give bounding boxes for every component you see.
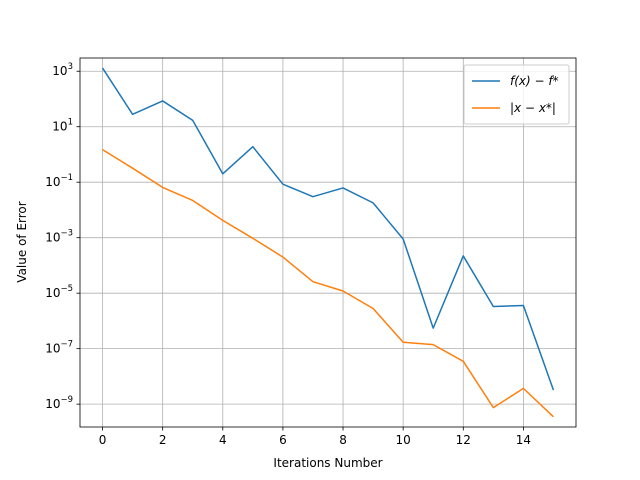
y-tick-base: 10 — [45, 175, 60, 189]
y-tick-base: 10 — [45, 342, 60, 356]
x-tick-label: 2 — [159, 433, 167, 447]
y-tick-exponent: 1 — [68, 118, 73, 128]
x-axis-ticks: 0 2 4 6 8 10 12 14 — [99, 427, 531, 447]
y-tick-base: 10 — [52, 120, 67, 134]
series-1-point — [312, 196, 314, 198]
series-1-point — [553, 389, 555, 391]
series-2-point — [523, 388, 525, 390]
series-1-point — [493, 306, 495, 308]
plot-frame — [79, 57, 577, 428]
y-tick-label: 10−7 — [45, 340, 73, 356]
x-tick-label: 14 — [516, 433, 531, 447]
series-2-point — [132, 167, 134, 169]
series-2-point — [102, 149, 104, 151]
series-line-2 — [102, 148, 554, 418]
y-tick-base: 10 — [52, 64, 67, 78]
y-tick-base: 10 — [45, 286, 60, 300]
series-2-point — [162, 187, 164, 189]
x-tick-label: 6 — [279, 433, 287, 447]
y-tick-label: 10−5 — [45, 284, 73, 300]
legend-label-1: f(x) − f* — [510, 74, 559, 88]
x-tick-label: 0 — [99, 433, 107, 447]
series-1-point — [342, 187, 344, 189]
y-tick-exponent: 3 — [68, 62, 73, 72]
series-1-point — [432, 327, 434, 329]
series-1-point — [132, 114, 134, 116]
y-tick-label: 10−1 — [45, 173, 73, 189]
series-1-point — [162, 100, 164, 102]
series-1-point — [102, 67, 104, 69]
series-2-point — [252, 238, 254, 240]
y-tick-exponent: −1 — [60, 173, 73, 183]
y-tick-exponent: −5 — [60, 284, 73, 294]
series-line-1 — [101, 67, 555, 391]
series-2-point — [372, 308, 374, 310]
x-tick-label: 12 — [456, 433, 471, 447]
y-tick-exponent: −9 — [60, 395, 73, 405]
series-2-point — [553, 416, 555, 418]
series-1-point — [462, 255, 464, 257]
series-2-point — [432, 344, 434, 346]
y-tick-base: 10 — [45, 397, 60, 411]
legend: f(x) − f* |x − x*| — [463, 64, 570, 125]
y-tick-label: 101 — [52, 118, 73, 134]
y-tick-label: 10−9 — [45, 395, 73, 411]
series-1-point — [222, 173, 224, 175]
series-1-point — [192, 120, 194, 122]
y-tick-exponent: −7 — [60, 340, 73, 350]
x-axis-label: Iterations Number — [273, 456, 382, 470]
x-tick-label: 4 — [219, 433, 227, 447]
series-2-point — [312, 281, 314, 283]
series-1-point — [372, 202, 374, 204]
series-1-point — [282, 183, 284, 185]
y-tick-base: 10 — [45, 231, 60, 245]
series-2-point — [493, 407, 495, 409]
legend-label-2: |x − x*| — [510, 101, 556, 115]
series-2-point — [192, 200, 194, 202]
y-tick-label: 103 — [52, 62, 73, 78]
series-2-point — [282, 256, 284, 258]
legend-box — [463, 64, 570, 125]
series-2-point — [402, 341, 404, 343]
series-1-point — [252, 146, 254, 148]
series-1-point — [402, 238, 404, 240]
series-lines — [101, 67, 555, 418]
x-tick-label: 8 — [339, 433, 347, 447]
series-2-point — [222, 220, 224, 222]
y-axis-label: Value of Error — [15, 201, 29, 282]
series-1-point — [523, 305, 525, 307]
x-tick-label: 10 — [396, 433, 411, 447]
series-2-point — [342, 290, 344, 292]
series-2-point — [462, 361, 464, 363]
y-tick-label: 10−3 — [45, 229, 73, 245]
y-tick-exponent: −3 — [60, 229, 73, 239]
